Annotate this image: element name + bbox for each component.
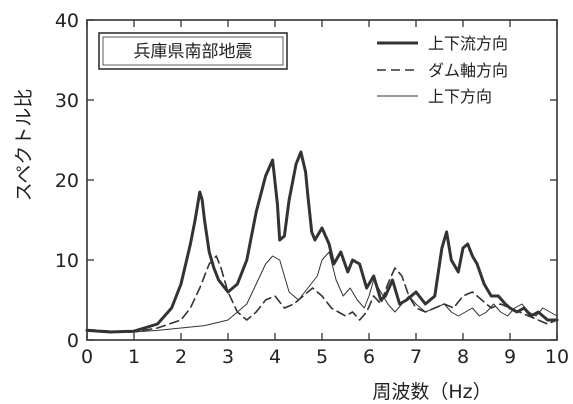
legend: 上下流方向 ダム軸方向 上下方向 (377, 34, 508, 106)
chart-title: 兵庫県南部地震 (134, 42, 253, 62)
ticks-layer: 0 1 2 3 4 5 6 7 8 9 10 0 10 20 30 40 (55, 10, 569, 368)
title-frame-inner (102, 36, 284, 66)
y-tick-label-1: 10 (55, 250, 79, 272)
title-box: 兵庫県南部地震 (98, 32, 288, 70)
x-axis-label: 周波数（Hz） (372, 381, 491, 403)
x-tick-label-0: 0 (81, 346, 93, 368)
x-tick-label-2: 2 (175, 346, 187, 368)
x-tick-label-7: 7 (410, 346, 422, 368)
y-tick-label-2: 20 (55, 170, 79, 192)
title-frame (98, 32, 288, 70)
y-tick-label-4: 40 (55, 10, 79, 32)
legend-label-upstream: 上下流方向 (428, 34, 508, 53)
x-tick-label-9: 9 (504, 346, 516, 368)
x-tick-label-1: 1 (128, 346, 140, 368)
y-tick-label-3: 30 (55, 90, 79, 112)
series-line-dam-axis (86, 255, 558, 333)
series-layer (85, 150, 559, 334)
legend-label-dam-axis: ダム軸方向 (428, 61, 508, 80)
x-tick-label-3: 3 (222, 346, 234, 368)
y-axis-label: スペクトル比 (13, 89, 35, 202)
legend-label-vertical: 上下方向 (428, 87, 492, 106)
y-tick-label-0: 0 (67, 330, 79, 352)
x-tick-label-8: 8 (457, 346, 469, 368)
x-tick-label-4: 4 (269, 346, 281, 368)
x-tick-label-10: 10 (545, 346, 569, 368)
x-tick-label-6: 6 (363, 346, 375, 368)
series-line-upstream-downstream (85, 150, 559, 334)
series-line-vertical (86, 251, 558, 333)
x-tick-label-5: 5 (316, 346, 328, 368)
